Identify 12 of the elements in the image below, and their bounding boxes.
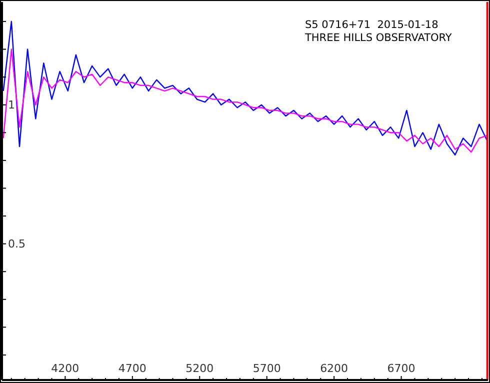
x-tick-label: 6700 xyxy=(387,362,416,375)
x-tick-label: 4700 xyxy=(118,362,146,375)
y-tick-label: 1 xyxy=(8,98,15,112)
y-tick-label: 0.5 xyxy=(8,238,26,251)
x-tick-label: 5700 xyxy=(252,362,281,375)
annotation: THREE HILLS OBSERVATORY xyxy=(304,32,452,44)
x-tick-label: 5200 xyxy=(186,362,214,375)
line-series xyxy=(2,48,488,153)
annotation: S5 0716+71 2015-01-18 xyxy=(305,19,438,31)
x-tick-label: 4200 xyxy=(51,362,80,375)
x-tick-label: 6200 xyxy=(320,362,348,375)
line-series xyxy=(2,20,488,156)
